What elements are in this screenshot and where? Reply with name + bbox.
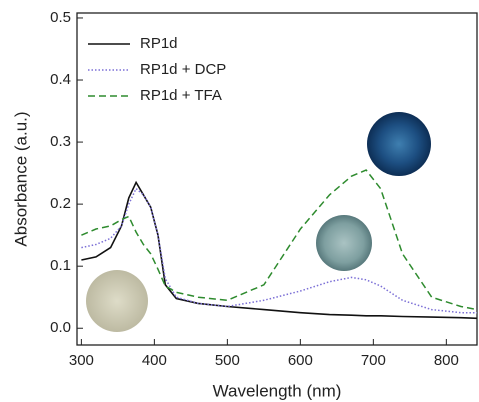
y-tick-label: 0.5: [50, 9, 71, 26]
series-line: [81, 169, 478, 311]
legend-label: RP1d: [140, 35, 178, 52]
x-tick-label: 300: [69, 352, 94, 369]
x-tick-label: 400: [142, 352, 167, 369]
series-line: [81, 187, 477, 314]
x-axis-title: Wavelength (nm): [213, 381, 342, 400]
sample-photo: [86, 270, 148, 332]
x-tick-label: 600: [288, 352, 313, 369]
y-axis-title: Absorbance (a.u.): [11, 111, 30, 246]
sample-photo: [367, 112, 431, 176]
legend-label: RP1d + DCP: [140, 61, 226, 78]
sample-photo: [316, 215, 372, 271]
y-tick-label: 0.1: [50, 257, 71, 274]
y-tick-label: 0.3: [50, 133, 71, 150]
x-tick-label: 500: [215, 352, 240, 369]
y-tick-label: 0.4: [50, 71, 71, 88]
legend-label: RP1d + TFA: [140, 87, 222, 104]
y-tick-label: 0.0: [50, 319, 71, 336]
x-tick-label: 700: [361, 352, 386, 369]
plot-frame: [76, 12, 478, 346]
x-tick-label: 800: [434, 352, 459, 369]
y-tick-label: 0.2: [50, 195, 71, 212]
